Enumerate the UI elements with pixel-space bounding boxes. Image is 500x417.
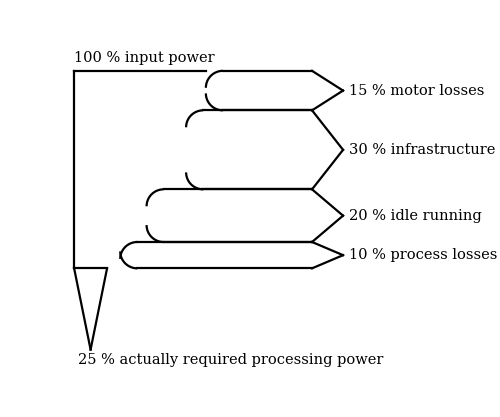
- Text: 100 % input power: 100 % input power: [74, 51, 215, 65]
- Text: 15 % motor losses: 15 % motor losses: [349, 83, 484, 98]
- Text: 10 % process losses: 10 % process losses: [349, 248, 498, 262]
- Text: 25 % actually required processing power: 25 % actually required processing power: [78, 354, 384, 367]
- Text: 30 % infrastructure: 30 % infrastructure: [349, 143, 496, 157]
- Text: 20 % idle running: 20 % idle running: [349, 208, 482, 223]
